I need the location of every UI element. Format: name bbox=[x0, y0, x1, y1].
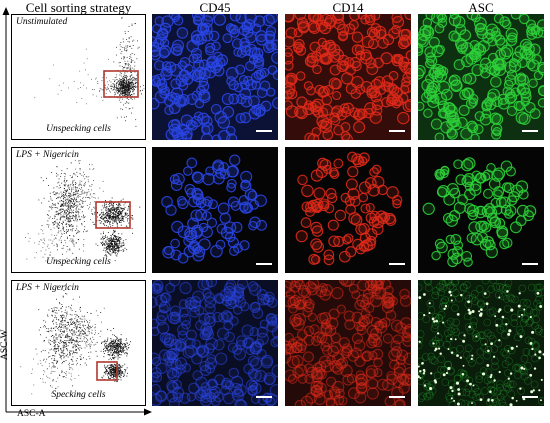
scale-bar bbox=[256, 396, 272, 398]
header-cd45: CD45 bbox=[199, 0, 231, 15]
header-cd14: CD14 bbox=[332, 0, 364, 15]
flow-plot-lps-nigericin-unspecking: LPS + Nigericin Unspecking cells bbox=[11, 147, 146, 273]
scale-bar bbox=[389, 396, 405, 398]
micrograph-cd45-lps-specking bbox=[152, 280, 278, 406]
flow-scatter bbox=[20, 284, 131, 395]
scale-bar bbox=[256, 263, 272, 265]
header-cell-sorting-strategy: Cell sorting strategy bbox=[25, 0, 132, 15]
scale-bar bbox=[389, 130, 405, 132]
condition-label: Unstimulated bbox=[16, 17, 68, 27]
micrograph-cd45-lps-unspecking bbox=[152, 147, 278, 273]
header-asc: ASC bbox=[468, 0, 494, 15]
population-label: Unspecking cells bbox=[46, 124, 111, 134]
population-label: Unspecking cells bbox=[46, 257, 111, 267]
scale-bar bbox=[522, 130, 538, 132]
y-axis-label: ASC-W bbox=[0, 329, 10, 360]
x-axis-label: ASC-A bbox=[17, 409, 46, 419]
condition-label: LPS + Nigericin bbox=[16, 150, 79, 160]
scale-bar bbox=[256, 130, 272, 132]
y-axis-arrow bbox=[2, 7, 10, 412]
x-axis-arrow bbox=[6, 408, 152, 416]
micrograph-cd14-lps-unspecking bbox=[285, 147, 411, 273]
micrograph-asc-unstimulated bbox=[418, 14, 544, 140]
micrograph-asc-lps-specking bbox=[418, 280, 544, 406]
flow-plot-lps-nigericin-specking: LPS + Nigericin Specking cells bbox=[11, 280, 146, 406]
flow-scatter bbox=[34, 16, 145, 127]
micrograph-cd45-unstimulated bbox=[152, 14, 278, 140]
condition-label: LPS + Nigericin bbox=[16, 283, 79, 293]
scale-bar bbox=[389, 263, 405, 265]
micrograph-cd14-lps-specking bbox=[285, 280, 411, 406]
scale-bar bbox=[522, 263, 538, 265]
micrograph-cd14-unstimulated bbox=[285, 14, 411, 140]
micrograph-asc-lps-unspecking bbox=[418, 147, 544, 273]
flow-scatter bbox=[25, 159, 141, 262]
scale-bar bbox=[522, 396, 538, 398]
population-label: Specking cells bbox=[51, 390, 106, 400]
flow-plot-unstimulated: Unstimulated Unspecking cells bbox=[11, 14, 146, 140]
